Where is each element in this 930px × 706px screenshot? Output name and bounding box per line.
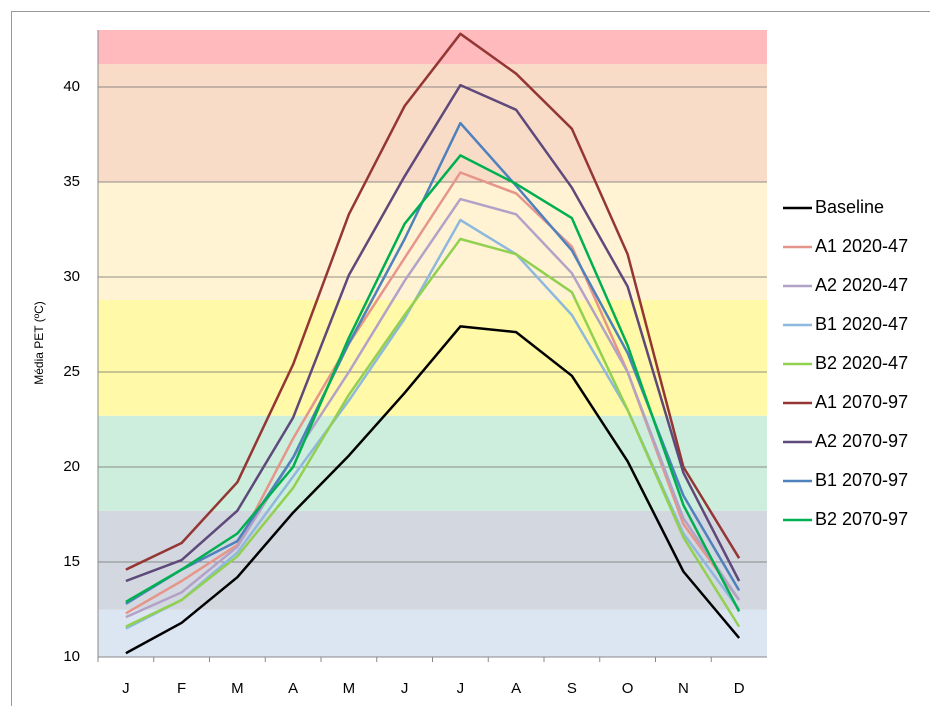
x-tick-label: A — [288, 680, 298, 697]
x-tick-label: J — [122, 680, 130, 697]
x-tick-label: D — [734, 680, 745, 697]
y-tick-label: 35 — [63, 173, 80, 190]
comfort-band — [98, 64, 767, 182]
legend-label: A2 2070-97 — [815, 431, 908, 451]
comfort-band — [98, 30, 767, 65]
y-axis-title: Média PET (ºC) — [32, 301, 46, 385]
y-tick-label: 40 — [63, 78, 80, 95]
series-line — [125, 83, 741, 583]
x-tick-label: M — [231, 680, 244, 697]
legend-label: B2 2020-47 — [815, 353, 908, 373]
y-tick-label: 10 — [63, 648, 80, 665]
x-tick-label: J — [457, 680, 465, 697]
x-tick-label: A — [511, 680, 521, 697]
series-line — [125, 154, 741, 612]
x-tick-label: S — [567, 680, 577, 697]
comfort-band — [98, 609, 767, 657]
series-line — [125, 237, 741, 628]
chart-frame — [11, 11, 930, 706]
x-tick-label: J — [401, 680, 409, 697]
x-tick-label: F — [177, 680, 186, 697]
y-tick-label: 30 — [63, 268, 80, 285]
series-line — [125, 197, 741, 619]
legend-label: Baseline — [815, 197, 884, 217]
y-tick-label: 15 — [63, 553, 80, 570]
x-tick-label: O — [622, 680, 634, 697]
comfort-band — [98, 510, 767, 610]
legend-label: B1 2070-97 — [815, 470, 908, 490]
comfort-band — [98, 415, 767, 511]
legend-label: A2 2020-47 — [815, 275, 908, 295]
x-tick-label: M — [343, 680, 356, 697]
legend-label: A1 2020-47 — [815, 236, 908, 256]
legend-label: B2 2070-97 — [815, 509, 908, 529]
y-tick-label: 25 — [63, 363, 80, 380]
series-line — [125, 32, 741, 571]
legend-label: B1 2020-47 — [815, 314, 908, 334]
y-tick-label: 20 — [63, 458, 80, 475]
series-line — [125, 121, 741, 605]
series-line — [125, 325, 741, 655]
legend-label: A1 2070-97 — [815, 392, 908, 412]
x-tick-label: N — [678, 680, 689, 697]
